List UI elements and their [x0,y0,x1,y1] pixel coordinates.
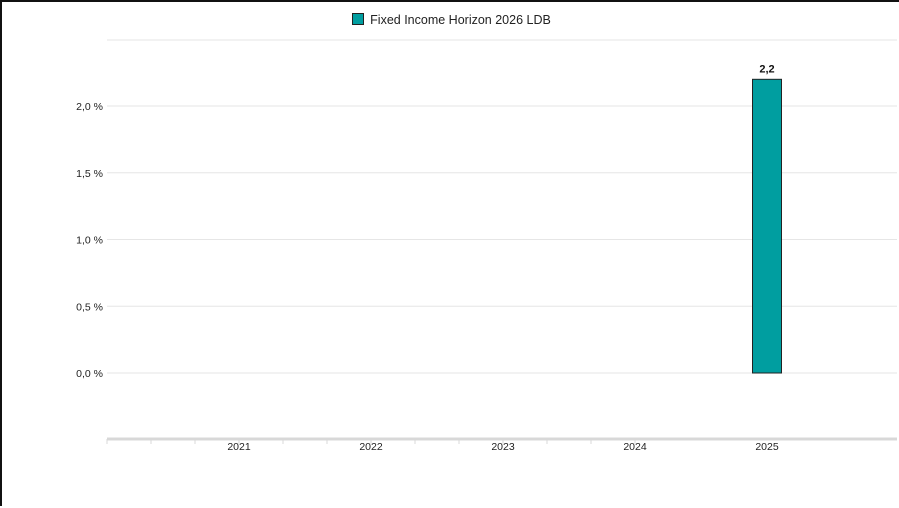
x-tick-label: 2025 [755,441,779,453]
y-tick-label: 0,0 % [76,368,103,380]
x-tick-label: 2021 [227,441,251,453]
bar-2025 [752,78,782,374]
y-tick-label: 1,5 % [76,168,103,180]
y-tick-label: 2,0 % [76,101,103,113]
chart-legend[interactable]: Fixed Income Horizon 2026 LDB [2,13,899,27]
x-tick-label: 2023 [491,441,515,453]
x-tick-label: 2022 [359,441,383,453]
x-tick-label: 2024 [623,441,647,453]
data-label: 2,2 [759,63,774,75]
y-tick-label: 0,5 % [76,301,103,313]
y-tick-label: 1,0 % [76,235,103,247]
legend-swatch [352,13,365,25]
legend-label: Fixed Income Horizon 2026 LDB [370,13,551,27]
